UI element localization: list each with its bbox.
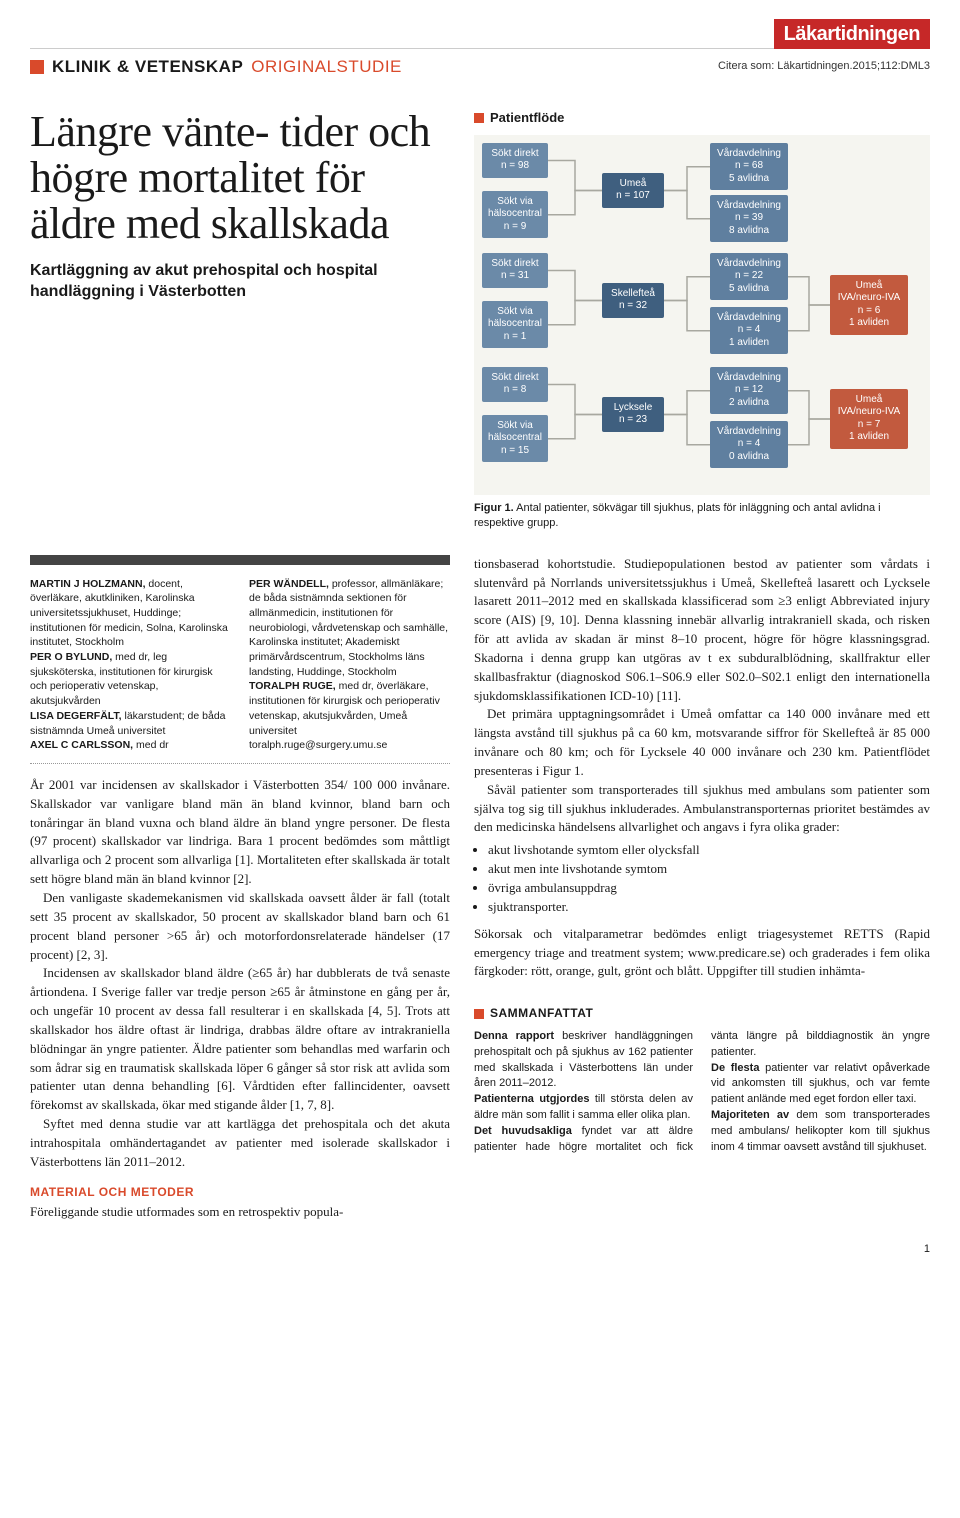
figure-caption: Figur 1. Antal patienter, sökvägar till … bbox=[474, 501, 930, 531]
flow-node: Sökt direktn = 31 bbox=[482, 253, 548, 288]
flow-node: UmeåIVA/neuro-IVAn = 61 avliden bbox=[830, 275, 908, 335]
body-text-right: tionsbaserad kohortstudie. Studiepopulat… bbox=[474, 555, 930, 1222]
summary-heading: SAMMANFATTAT bbox=[490, 1005, 593, 1022]
flow-node: Sökt viahälsocentraln = 9 bbox=[482, 191, 548, 239]
flow-node: Vårdavdelningn = 122 avlidna bbox=[710, 367, 788, 415]
methods-heading: MATERIAL OCH METODER bbox=[30, 1184, 450, 1201]
summary-box: SAMMANFATTAT Denna rapport beskriver han… bbox=[474, 997, 930, 1156]
bullet-item: akut men inte livshotande symtom bbox=[488, 860, 930, 879]
section-label-type: ORIGINALSTUDIE bbox=[251, 55, 402, 79]
flowchart-title: Patientflöde bbox=[490, 109, 564, 127]
flow-node: Lyckselen = 23 bbox=[602, 397, 664, 432]
flow-node: Skellefteån = 32 bbox=[602, 283, 664, 318]
flow-node: Sökt viahälsocentraln = 15 bbox=[482, 415, 548, 463]
flow-node: Sökt direktn = 8 bbox=[482, 367, 548, 402]
flow-node: Vårdavdelningn = 225 avlidna bbox=[710, 253, 788, 301]
citation-line: Citera som: Läkartidningen.2015;112:DML3 bbox=[718, 59, 930, 74]
bullet-item: övriga ambulansuppdrag bbox=[488, 879, 930, 898]
flow-marker-icon bbox=[474, 113, 484, 123]
bullet-item: akut livshotande symtom eller olycksfall bbox=[488, 841, 930, 860]
flow-node: Vårdavdelningn = 685 avlidna bbox=[710, 143, 788, 191]
section-label-main: KLINIK & VETENSKAP bbox=[52, 55, 243, 79]
section-marker-icon bbox=[30, 60, 44, 74]
page-number: 1 bbox=[30, 1242, 930, 1257]
masthead: KLINIK & VETENSKAP ORIGINALSTUDIE Citera… bbox=[30, 48, 930, 79]
patient-flowchart: Sökt direktn = 98 Sökt viahälsocentraln =… bbox=[474, 135, 930, 495]
intro-text: År 2001 var incidensen av skallskador i … bbox=[30, 776, 450, 1222]
brand-logo: Läkartidningen bbox=[774, 19, 930, 49]
summary-body: Denna rapport beskriver handläggningen p… bbox=[474, 1029, 930, 1157]
flow-node: UmeåIVA/neuro-IVAn = 71 avliden bbox=[830, 389, 908, 449]
author-block: MARTIN J HOLZMANN, docent, överläkare, a… bbox=[30, 577, 450, 764]
article-subtitle: Kartläggning av akut prehospital och hos… bbox=[30, 261, 450, 303]
bullet-item: sjuktransporter. bbox=[488, 898, 930, 917]
flow-node: Sökt direktn = 98 bbox=[482, 143, 548, 178]
flow-node: Vårdavdelningn = 40 avlidna bbox=[710, 421, 788, 469]
article-title: Längre vänte- tider och högre mortalitet… bbox=[30, 109, 450, 248]
flow-node: Vårdavdelningn = 398 avlidna bbox=[710, 195, 788, 243]
flow-node: Umeån = 107 bbox=[602, 173, 664, 208]
flow-node: Vårdavdelningn = 41 avliden bbox=[710, 307, 788, 355]
flow-node: Sökt viahälsocentraln = 1 bbox=[482, 301, 548, 349]
summary-marker-icon bbox=[474, 1009, 484, 1019]
